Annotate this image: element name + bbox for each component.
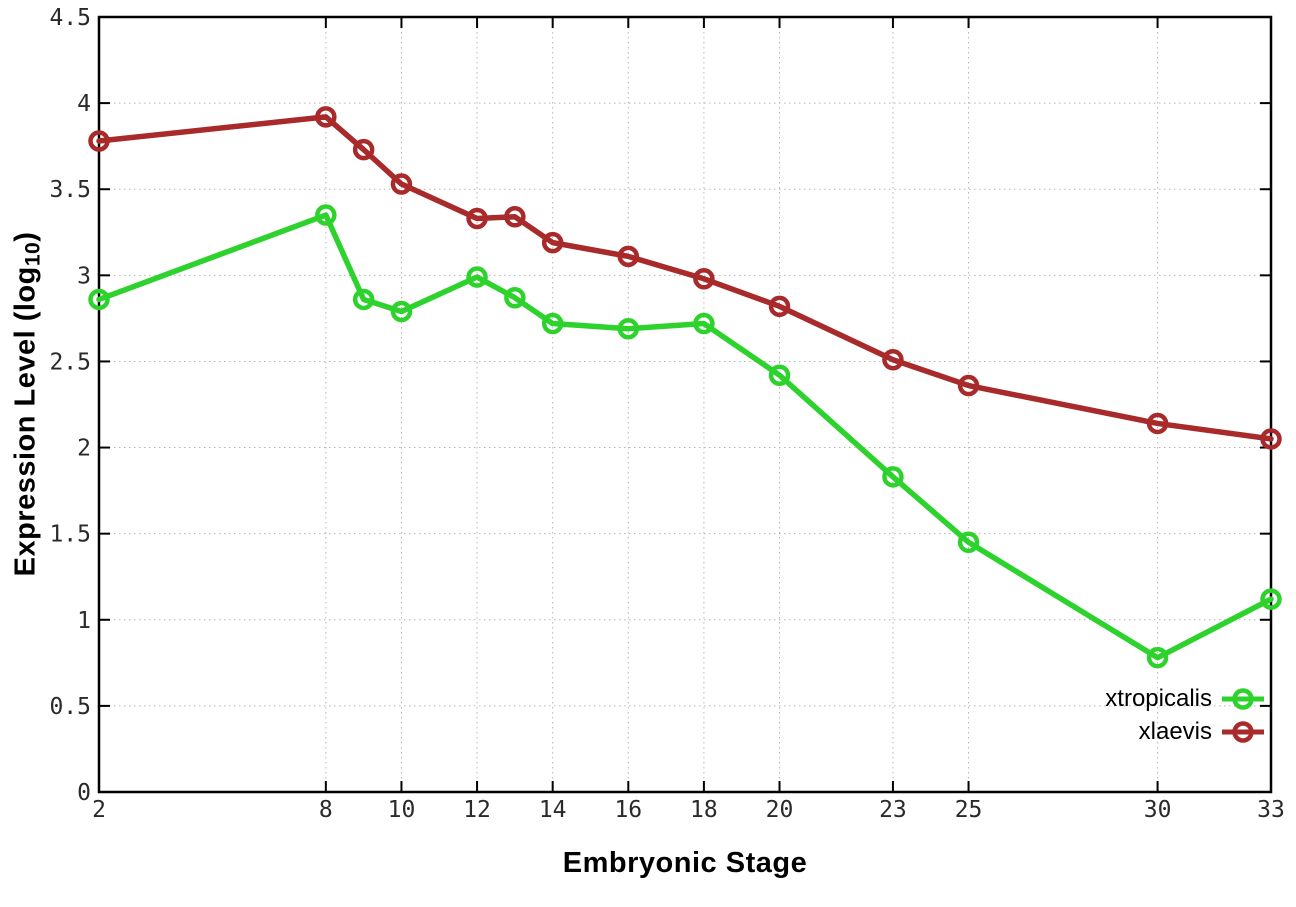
plot-border [97, 15, 1273, 794]
series-marker-xlaevis-stage-9 [352, 138, 375, 161]
y-tick-label-2.5: 2.5 [49, 349, 91, 375]
x-tick-label-12: 12 [463, 797, 491, 823]
x-axis-title: Embryonic Stage [562, 847, 808, 879]
x-tick-label-25: 25 [955, 797, 983, 823]
y-tick-label-0.5: 0.5 [49, 694, 91, 720]
series-line-xtropicalis [96, 212, 1274, 661]
y-tick-label-1: 1 [77, 608, 91, 634]
legend-item-xtropicalis: xtropicalis [1105, 685, 1264, 713]
y-tick-label-1.5: 1.5 [49, 522, 91, 548]
y-tick-label-4: 4 [77, 91, 91, 117]
series-marker-xtropicalis-stage-25 [957, 531, 980, 554]
y-tick-label-3.5: 3.5 [49, 177, 91, 203]
legend: xtropicalis xlaevis [1105, 685, 1264, 746]
x-tick-label-30: 30 [1144, 797, 1172, 823]
series-marker-xlaevis-stage-8 [315, 106, 337, 128]
series-marker-xtropicalis-stage-9 [352, 288, 375, 311]
legend-marker-xlaevis [1222, 721, 1264, 743]
series-marker-xlaevis-stage-33 [1260, 428, 1282, 450]
series-marker-xlaevis-stage-25 [957, 374, 980, 397]
y-axis-title-subscript: 10 [21, 241, 45, 267]
series-marker-xtropicalis-stage-12 [466, 266, 488, 288]
series-marker-xlaevis-stage-13 [504, 206, 526, 228]
series-marker-xtropicalis-stage-20 [768, 364, 791, 386]
series-marker-xtropicalis-stage-10 [390, 300, 413, 323]
y-tick-label-0: 0 [77, 780, 91, 806]
series-marker-xtropicalis-stage-8 [315, 204, 337, 226]
series-marker-xlaevis-stage-2 [88, 130, 110, 152]
series-marker-xlaevis-stage-14 [541, 231, 564, 254]
legend-label: xlaevis [1138, 718, 1212, 745]
series-marker-xlaevis-stage-20 [768, 295, 791, 318]
series-marker-xtropicalis-stage-18 [693, 312, 715, 335]
series-marker-xlaevis-stage-16 [617, 245, 640, 268]
series-marker-xtropicalis-stage-33 [1260, 588, 1282, 610]
x-tick-label-23: 23 [879, 797, 907, 823]
series-marker-xlaevis-stage-23 [882, 348, 904, 371]
x-tick-label-8: 8 [319, 797, 333, 823]
series-marker-xtropicalis-stage-23 [882, 466, 904, 488]
series-marker-xtropicalis-stage-16 [617, 317, 640, 340]
y-axis-title-text: Expression Level (log [9, 266, 42, 577]
x-tick-label-18: 18 [690, 797, 718, 823]
series-marker-xlaevis-stage-18 [693, 268, 715, 290]
x-tick-label-10: 10 [388, 797, 416, 823]
y-tick-label-3: 3 [77, 263, 91, 289]
series-line-xlaevis [96, 114, 1274, 442]
y-tick-label-2: 2 [77, 436, 91, 462]
series-marker-xlaevis-stage-30 [1146, 412, 1169, 435]
series-marker-xtropicalis-stage-14 [541, 312, 564, 335]
y-axis-title-suffix: ) [9, 231, 42, 242]
x-tick-label-14: 14 [539, 797, 567, 823]
legend-marker-xtropicalis [1222, 688, 1264, 710]
legend-label: xtropicalis [1105, 685, 1212, 712]
x-tick-label-2: 2 [92, 797, 106, 823]
y-tick-label-4.5: 4.5 [49, 5, 91, 31]
x-tick-label-16: 16 [614, 797, 642, 823]
legend-item-xlaevis: xlaevis [1139, 718, 1264, 746]
series-marker-xtropicalis-stage-13 [504, 286, 526, 309]
x-tick-label-20: 20 [766, 797, 794, 823]
series-marker-xlaevis-stage-10 [390, 173, 413, 195]
series-marker-xtropicalis-stage-2 [88, 288, 110, 311]
series-marker-xlaevis-stage-12 [466, 207, 488, 230]
y-axis-title: Expression Level (log10) [9, 231, 45, 577]
x-tick-label-33: 33 [1257, 797, 1285, 823]
series-marker-xtropicalis-stage-30 [1146, 646, 1169, 669]
